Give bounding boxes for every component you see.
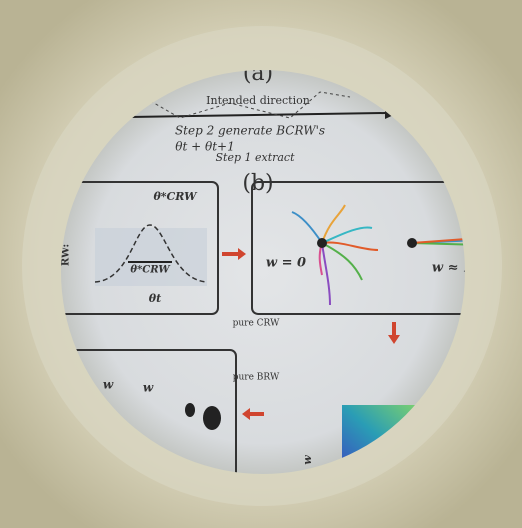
theta-label: θt — [149, 292, 161, 305]
w-right: w — [143, 381, 154, 395]
start-point — [407, 238, 417, 248]
w0-label: w = 0 — [266, 256, 306, 271]
pure-crw: pure CRW — [233, 319, 281, 329]
pure-brw: pure BRW — [233, 373, 280, 383]
step1-label: Step 1 extract — [215, 151, 295, 164]
w-left: w — [103, 378, 114, 392]
step2-label: Step 2 generate BCRW's — [175, 124, 325, 138]
start-point — [317, 238, 327, 248]
beetle — [203, 406, 221, 430]
panel-b-label: (b) — [242, 171, 273, 196]
histogram — [95, 228, 207, 286]
beetle — [185, 403, 195, 417]
page: {"panel_a": {"label": "(a)", "direction"… — [0, 0, 522, 528]
direction-label: Intended direction — [206, 94, 310, 107]
side-w: w — [301, 455, 314, 465]
crw-title: θ*CRW — [153, 190, 198, 203]
crw-width: θ*CRW — [130, 265, 171, 276]
screenshot: (a) Intended direction Step 2 generate B… — [0, 0, 522, 528]
